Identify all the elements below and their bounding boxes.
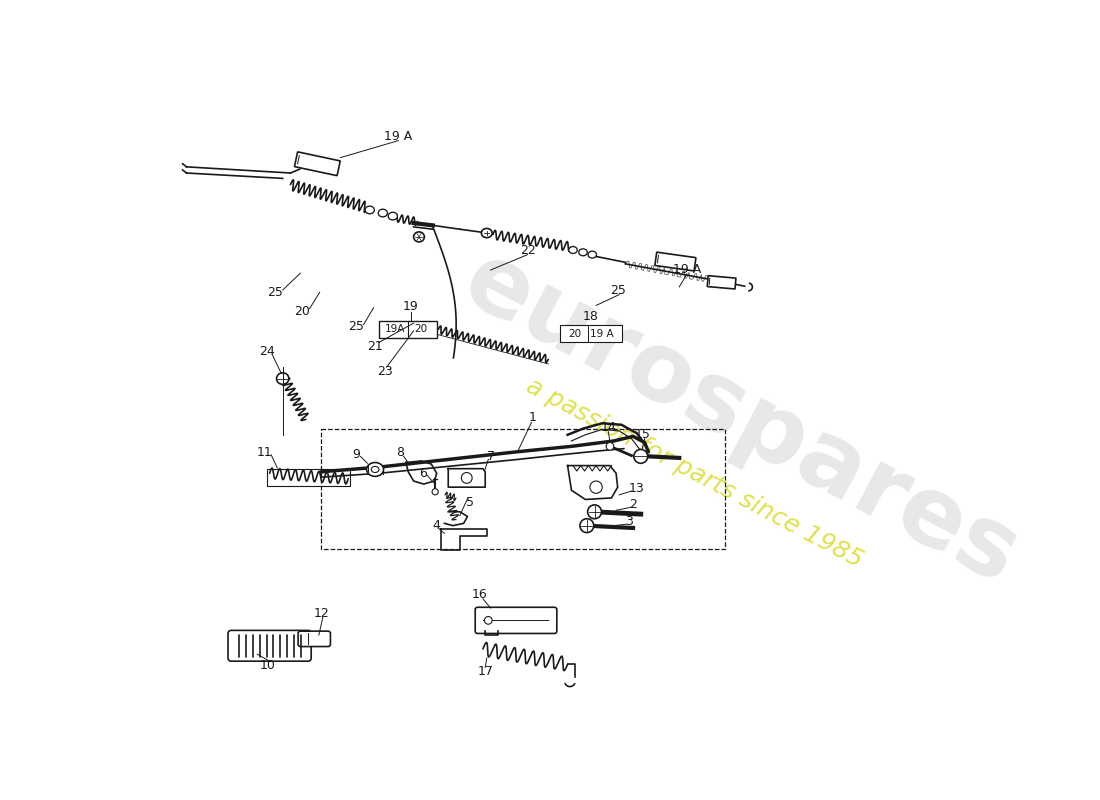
FancyBboxPatch shape — [228, 630, 311, 661]
Ellipse shape — [276, 373, 289, 384]
Circle shape — [580, 518, 594, 533]
FancyBboxPatch shape — [560, 326, 621, 342]
Circle shape — [590, 481, 603, 494]
Circle shape — [606, 442, 614, 450]
FancyBboxPatch shape — [654, 252, 696, 271]
Text: 25: 25 — [267, 286, 283, 299]
FancyBboxPatch shape — [298, 631, 330, 646]
Text: 21: 21 — [367, 340, 383, 353]
Text: 20: 20 — [294, 305, 310, 318]
Text: 24: 24 — [260, 345, 275, 358]
Text: 25: 25 — [348, 321, 364, 334]
Circle shape — [484, 617, 492, 624]
Text: 19: 19 — [403, 301, 419, 314]
Ellipse shape — [414, 232, 425, 242]
Text: 16: 16 — [471, 589, 487, 602]
Text: 23: 23 — [377, 365, 393, 378]
Text: 20: 20 — [569, 329, 582, 339]
Text: 19 A: 19 A — [384, 130, 412, 142]
Ellipse shape — [569, 246, 578, 254]
Text: 1: 1 — [529, 411, 537, 424]
Circle shape — [587, 505, 602, 518]
Text: 11: 11 — [257, 446, 273, 459]
Text: 4: 4 — [432, 519, 441, 532]
Text: 19 A: 19 A — [590, 329, 614, 339]
Circle shape — [634, 450, 648, 463]
Circle shape — [432, 489, 438, 495]
Ellipse shape — [588, 251, 596, 258]
Text: 2: 2 — [629, 498, 637, 510]
Text: 5: 5 — [465, 496, 474, 509]
Text: 22: 22 — [519, 243, 536, 257]
Text: 7: 7 — [486, 450, 495, 463]
Text: eurospares: eurospares — [448, 234, 1034, 605]
Text: 18: 18 — [583, 310, 598, 322]
Ellipse shape — [365, 206, 374, 214]
Text: 25: 25 — [609, 283, 626, 297]
FancyBboxPatch shape — [295, 152, 340, 175]
Text: 20: 20 — [415, 324, 428, 334]
Text: a passion for parts since 1985: a passion for parts since 1985 — [522, 374, 867, 573]
FancyBboxPatch shape — [475, 607, 557, 634]
Ellipse shape — [482, 229, 492, 238]
Text: 8: 8 — [396, 446, 405, 459]
Text: 13: 13 — [629, 482, 645, 495]
Text: 10: 10 — [260, 659, 275, 672]
Ellipse shape — [388, 212, 397, 220]
Text: 12: 12 — [314, 607, 329, 620]
Text: 9: 9 — [352, 447, 360, 461]
FancyBboxPatch shape — [378, 321, 437, 338]
Ellipse shape — [372, 466, 378, 473]
Text: 19A: 19A — [384, 324, 405, 334]
Text: 3: 3 — [625, 514, 634, 527]
Circle shape — [461, 473, 472, 483]
Text: 17: 17 — [477, 666, 493, 678]
Text: 15: 15 — [635, 428, 651, 442]
Ellipse shape — [378, 209, 387, 217]
Ellipse shape — [366, 462, 384, 476]
FancyBboxPatch shape — [707, 276, 736, 289]
Text: 14: 14 — [601, 421, 616, 434]
Ellipse shape — [579, 249, 587, 256]
Text: 19 A: 19 A — [673, 262, 701, 276]
Text: 6: 6 — [419, 467, 427, 480]
